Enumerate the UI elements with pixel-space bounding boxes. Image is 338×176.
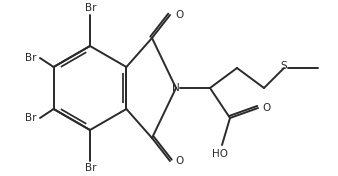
Text: Br: Br: [85, 163, 97, 173]
Text: Br: Br: [85, 3, 97, 13]
Text: S: S: [281, 61, 287, 71]
Text: N: N: [172, 83, 180, 93]
Text: Br: Br: [25, 53, 37, 63]
Text: O: O: [262, 103, 270, 113]
Text: O: O: [175, 10, 183, 20]
Text: HO: HO: [212, 149, 228, 159]
Text: O: O: [175, 156, 183, 166]
Text: Br: Br: [25, 113, 37, 123]
